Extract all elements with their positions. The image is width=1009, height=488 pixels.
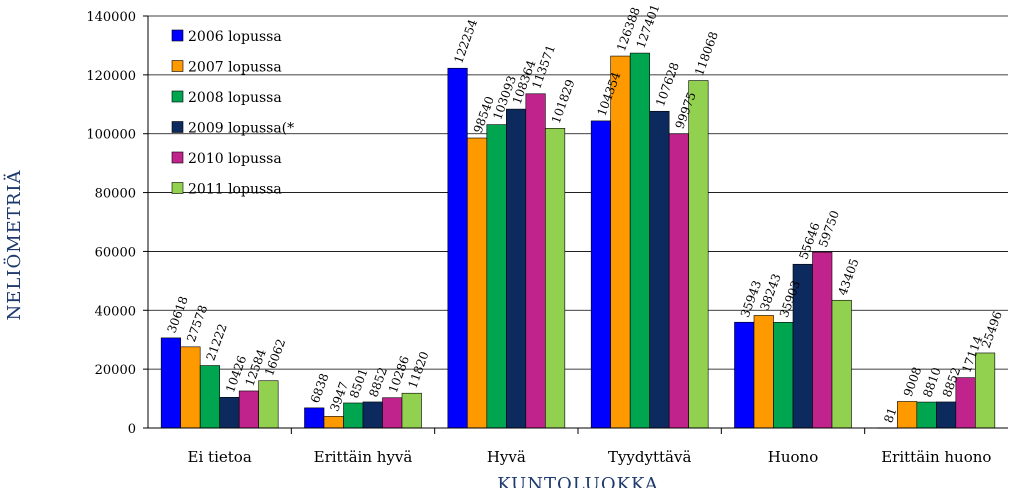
y-tick-label: 60000 [95, 245, 136, 260]
data-label: 118068 [692, 30, 721, 78]
legend-swatch [171, 90, 184, 103]
bar [258, 380, 279, 429]
bar [467, 137, 488, 429]
bar [343, 402, 364, 429]
legend-swatch [171, 182, 184, 194]
bar [545, 128, 566, 429]
data-label: 10286 [386, 354, 412, 395]
data-label: 21222 [204, 322, 230, 363]
legend-label: 2008 lopussa [188, 90, 282, 106]
legend-label: 2007 lopussa [188, 60, 282, 76]
bar [975, 352, 996, 429]
bar [362, 401, 383, 429]
data-label: 101829 [549, 78, 578, 126]
legend-swatch [171, 60, 184, 72]
bar [525, 93, 546, 429]
category-label: Ei tietoa [188, 448, 252, 466]
bar [936, 401, 957, 429]
legend-swatch [171, 29, 184, 42]
y-tick-label: 120000 [86, 69, 136, 84]
data-label: 6838 [308, 371, 332, 404]
bar [629, 52, 650, 429]
bar [812, 251, 833, 429]
data-label: 107628 [653, 60, 682, 108]
bar [447, 67, 468, 429]
bar [649, 110, 670, 429]
legend: 2006 lopussa 2007 lopussa 2008 lopussa 2009… [171, 29, 294, 198]
y-tick-label: 80000 [95, 187, 136, 202]
category-label: Tyydyttävä [608, 448, 692, 466]
bar [610, 55, 631, 429]
bar [955, 377, 976, 429]
data-labels: 3061827578212221042612584160626838394785… [165, 2, 1005, 425]
bar [219, 397, 240, 429]
y-axis-title: NELIÖMETRIÄ [2, 170, 25, 321]
bar [304, 407, 325, 429]
bar [382, 397, 403, 429]
bar [323, 416, 344, 429]
x-axis-title: KUNTOLUOKKA [497, 474, 659, 488]
y-tick-label: 0 [128, 422, 136, 437]
data-label: 8852 [366, 365, 390, 398]
category-label: Hyvä [487, 448, 526, 466]
bar [180, 346, 201, 429]
bar [668, 133, 689, 429]
y-tick-label: 20000 [95, 363, 136, 378]
bar [590, 120, 611, 429]
data-label: 81 [881, 406, 899, 425]
bar [897, 401, 918, 429]
legend-label: 2009 lopussa(* [188, 121, 294, 137]
data-label: 25496 [979, 309, 1005, 350]
legend-label: 2010 lopussa [188, 151, 282, 167]
y-tick-label: 140000 [86, 10, 136, 25]
legend-swatch [171, 151, 184, 164]
legend-label: 2011 lopussa [188, 182, 282, 198]
data-label: 11820 [405, 350, 431, 391]
data-label: 122254 [451, 17, 480, 65]
y-tick-label: 100000 [86, 128, 136, 143]
legend-label: 2006 lopussa [188, 29, 282, 45]
category-label: Erittäin hyvä [314, 448, 413, 466]
bar [486, 124, 507, 429]
category-label: Huono [768, 448, 818, 466]
y-tick-label: 40000 [95, 304, 136, 319]
data-label: 43405 [835, 257, 861, 298]
bar [773, 322, 794, 429]
bar [238, 390, 259, 429]
bars [160, 52, 996, 429]
bar [831, 299, 852, 429]
data-label: 27578 [184, 303, 210, 344]
legend-swatch [171, 121, 184, 133]
bar [199, 365, 220, 429]
bar [916, 401, 937, 429]
bar [160, 337, 181, 429]
category-label: Erittäin huono [881, 448, 991, 466]
bar [688, 80, 709, 429]
bar [734, 321, 755, 429]
bar [753, 315, 774, 429]
bar [506, 108, 527, 429]
gridlines [148, 15, 1008, 370]
bar [401, 392, 422, 429]
axes: 0 20000 40000 60000 80000 100000 120000 140000 E… [86, 10, 1008, 466]
